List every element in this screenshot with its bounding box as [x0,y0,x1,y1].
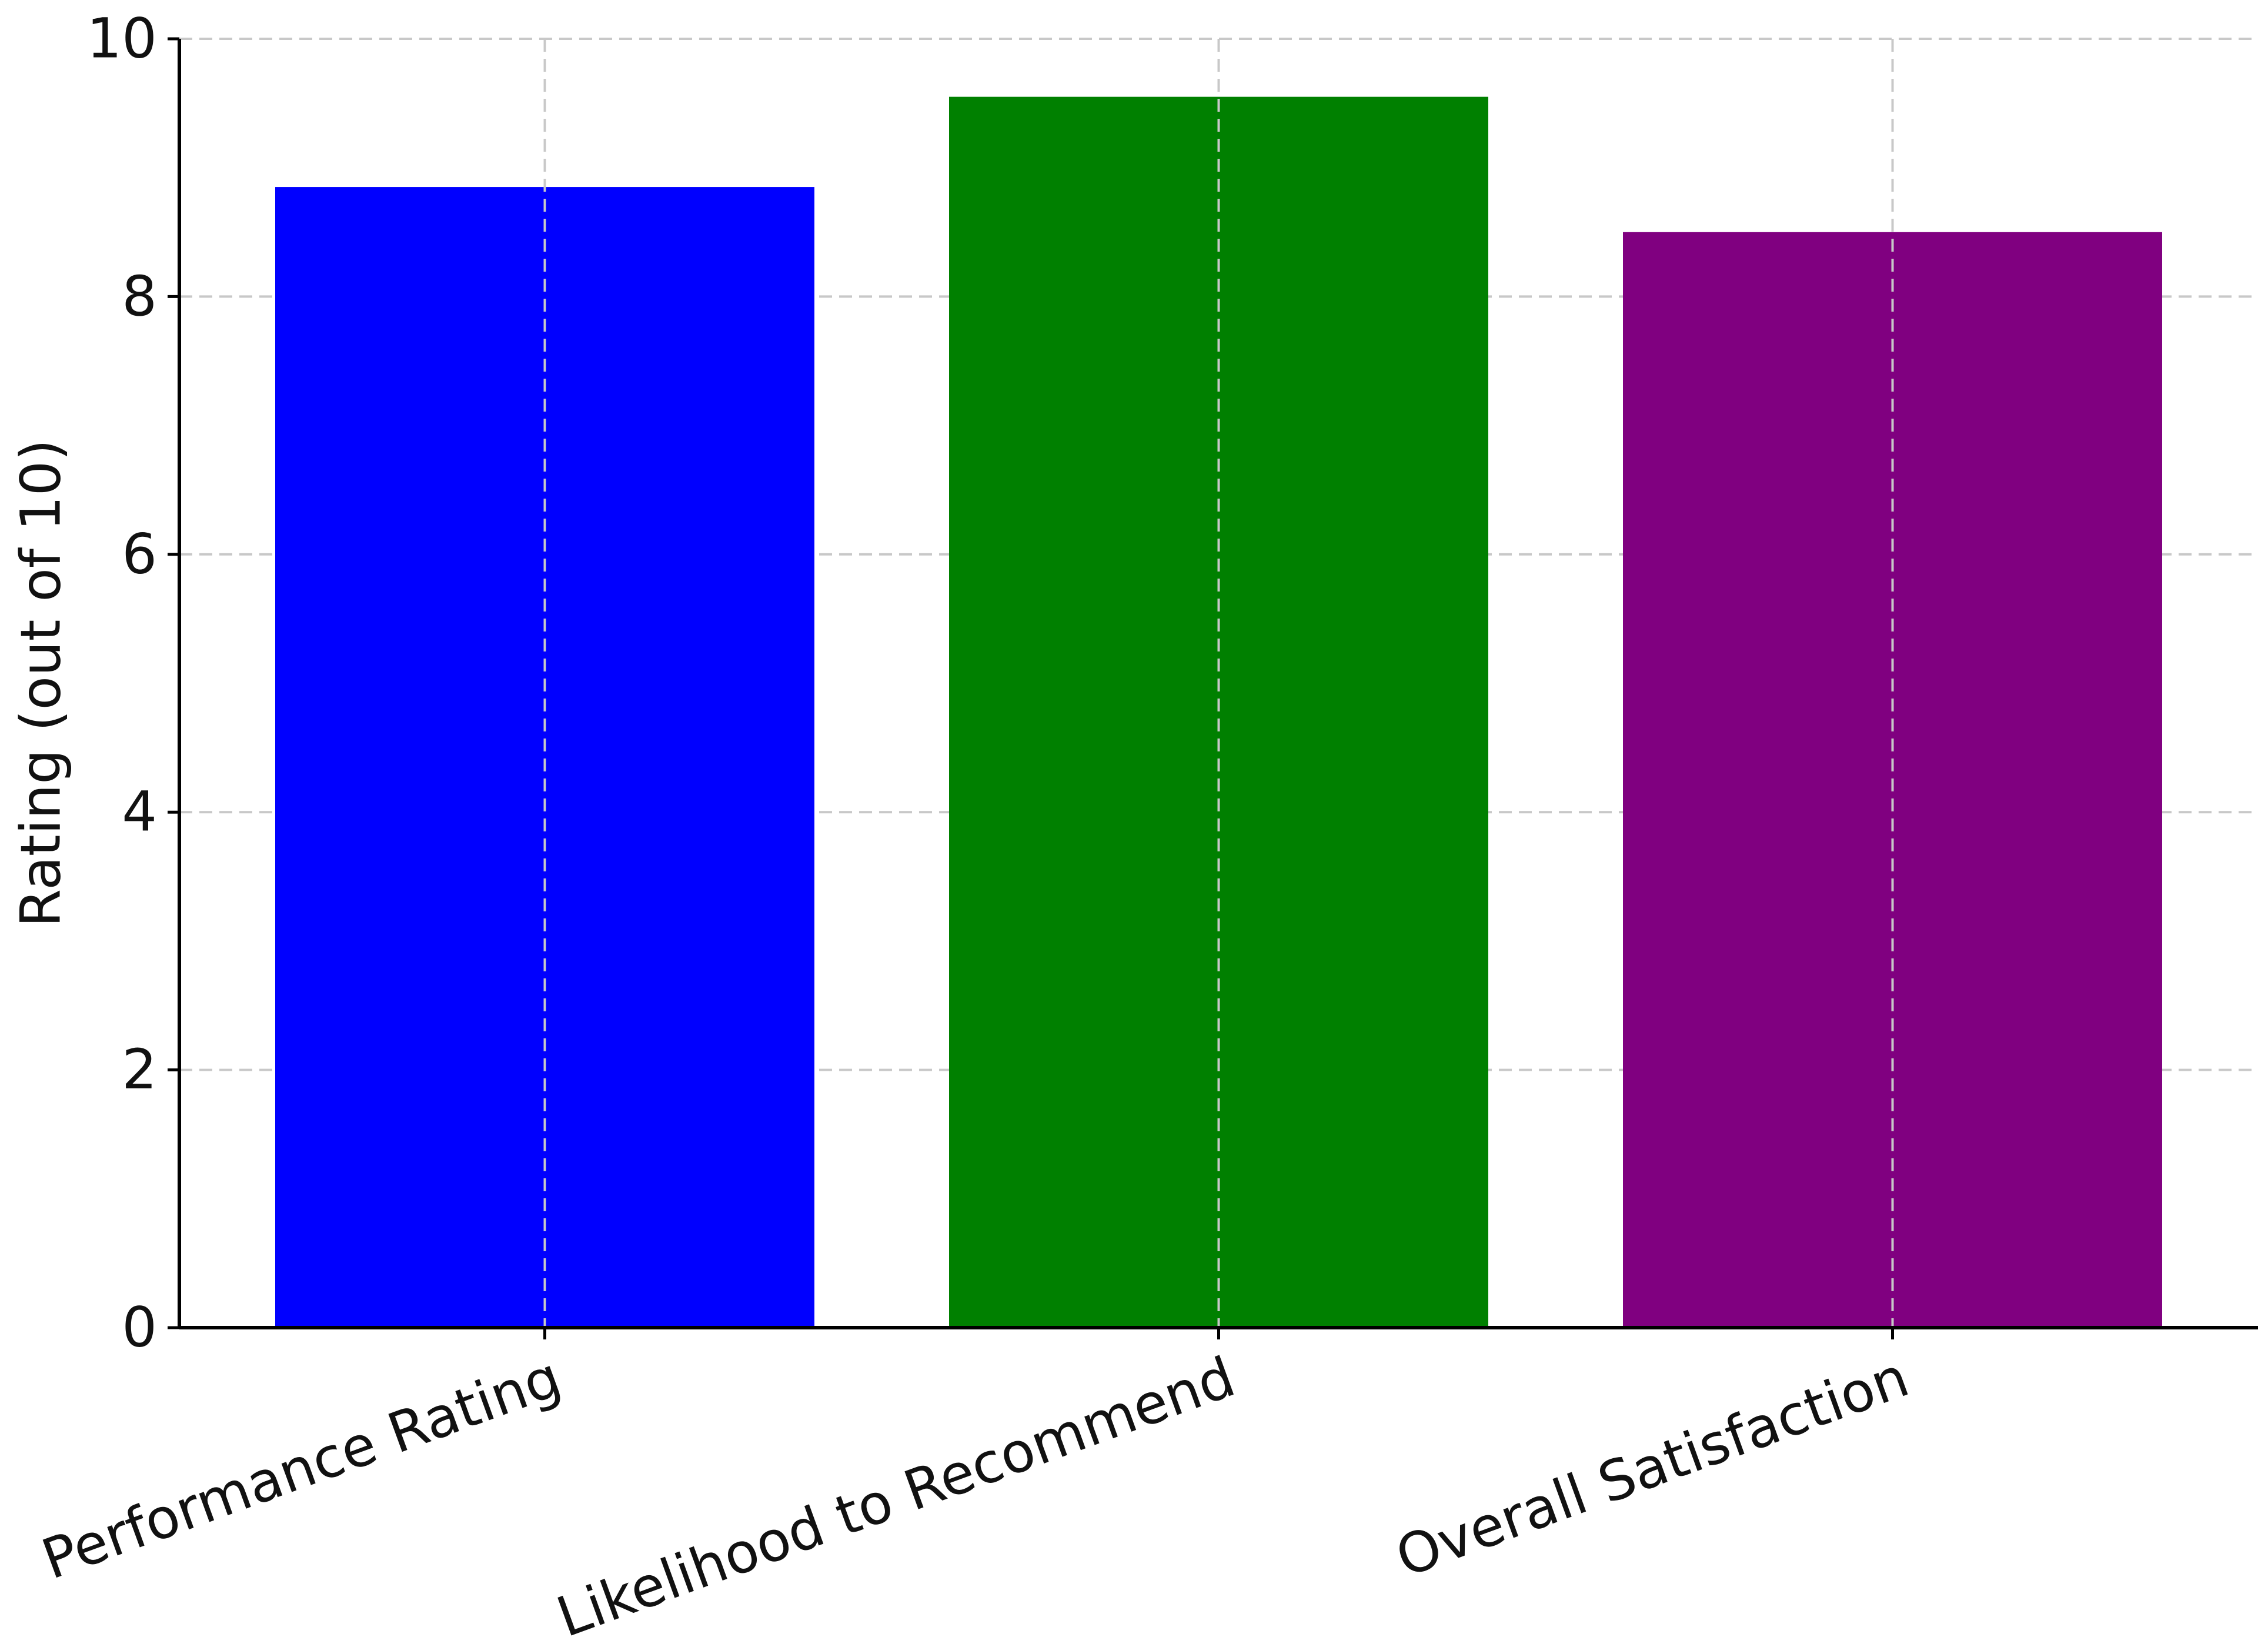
bar-performance-rating [275,187,814,1328]
x-tick-label-performance-rating: Performance Rating [34,1345,569,1592]
y-tick-label-8: 8 [122,265,157,329]
y-axis-title: Rating (out of 10) [9,439,74,927]
y-tick-labels: 0 2 4 6 8 10 [86,7,179,1360]
x-tick-label-likelihood-to-recommend: Likelihood to Recommend [549,1345,1243,1644]
y-tick-label-6: 6 [122,522,157,586]
bars [275,39,2162,1328]
y-tick-label-2: 2 [122,1038,157,1102]
y-tick-label-4: 4 [122,780,157,844]
x-tick-label-overall-satisfaction: Overall Satisfaction [1388,1345,1916,1590]
y-tick-label-0: 0 [122,1296,157,1360]
y-tick-label-10: 10 [86,7,157,71]
